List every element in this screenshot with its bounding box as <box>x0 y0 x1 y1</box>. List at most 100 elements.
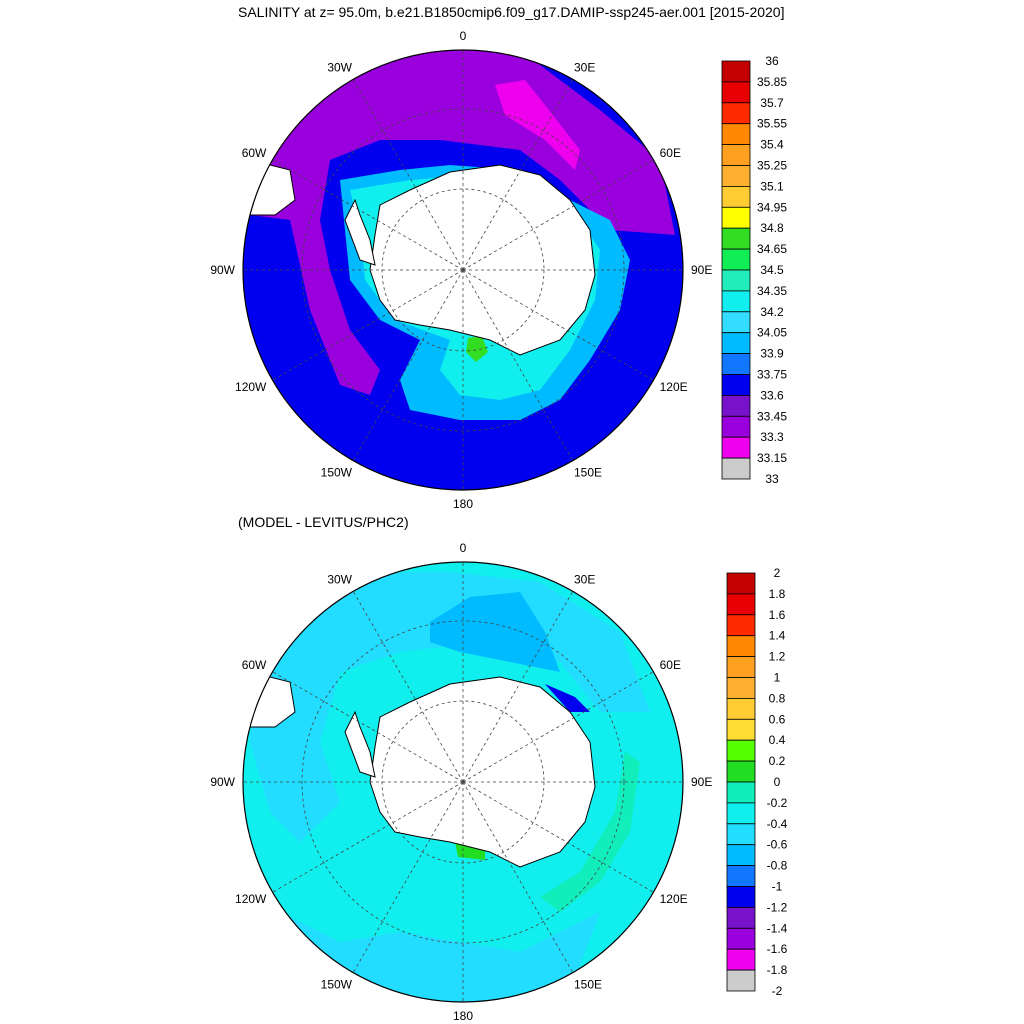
salinity-map: 0 30E 60E 90E 120E 150E 180 150W 120W 90W 60W 30W 3… <box>210 29 787 510</box>
region-34.8 <box>466 336 488 362</box>
colorbar-level-label: 33.9 <box>760 347 784 361</box>
colorbar-swatch <box>721 457 751 480</box>
region-33.6 <box>250 50 675 395</box>
colorbar-level-label: -1.4 <box>767 921 788 935</box>
colorbar-swatch <box>721 436 751 459</box>
colorbar-swatch <box>726 886 756 908</box>
colorbar-level-label: 34.2 <box>760 305 784 319</box>
longitude-label: 120W <box>235 380 267 394</box>
colorbar-level-label: 33.75 <box>757 368 787 382</box>
colorbar-swatch <box>721 165 751 187</box>
colorbar-level-label: 34.8 <box>760 221 784 235</box>
colorbar-level-label: 33.3 <box>760 430 784 444</box>
longitude-label: 180 <box>453 1009 473 1022</box>
colorbar-swatch <box>726 927 756 950</box>
colorbar-swatch <box>721 374 751 396</box>
colorbar-level-label: 35.25 <box>757 159 787 173</box>
colorbar-swatch <box>721 415 751 438</box>
peninsula-landmass <box>344 198 376 266</box>
colorbar-swatch <box>726 760 756 783</box>
colorbar-swatch <box>721 81 751 104</box>
longitude-label: 60W <box>242 146 267 160</box>
longitude-label: 30E <box>574 572 595 586</box>
colorbar-swatch <box>726 656 756 678</box>
longitude-label: 150E <box>574 466 602 480</box>
colorbar-swatch <box>721 60 751 83</box>
longitude-label: 30W <box>327 572 352 586</box>
colorbar-level-label: 1.4 <box>769 629 786 643</box>
colorbar-level-label: -0.8 <box>767 859 788 873</box>
longitude-label: 30W <box>327 60 352 74</box>
colorbar-level-label: 2 <box>774 566 781 580</box>
colorbar-level-label: 35.4 <box>760 138 784 152</box>
colorbar-level-label: 34.65 <box>757 242 787 256</box>
colorbar-swatch <box>721 102 751 125</box>
longitude-label: 0 <box>460 541 467 555</box>
longitude-label: 60E <box>660 146 681 160</box>
salinity-colorbar: 36 35.85 35.7 35.55 35.4 35.25 35.1 34.95 34.8 34… <box>721 54 787 486</box>
longitude-label: 90W <box>210 263 235 277</box>
colorbar-swatch <box>721 311 751 334</box>
colorbar-level-label: 35.1 <box>760 179 784 193</box>
colorbar-swatch <box>726 677 756 699</box>
longitude-label: 90W <box>210 775 235 789</box>
colorbar-level-label: 35.55 <box>757 117 787 131</box>
colorbar-swatch <box>726 635 756 657</box>
colorbar-level-label: 34.95 <box>757 200 787 214</box>
colorbar-swatch <box>721 227 751 250</box>
figure-title: SALINITY at z= 95.0m, b.e21.B1850cmip6.f… <box>238 4 785 20</box>
colorbar-level-label: 33.6 <box>760 388 784 402</box>
colorbar-swatch <box>726 906 756 929</box>
region-minus-1.0 <box>545 684 590 712</box>
colorbar-swatch <box>726 969 756 992</box>
colorbar-swatch <box>721 269 751 292</box>
colorbar-level-label: 34.35 <box>757 284 787 298</box>
colorbar-swatch <box>721 206 751 229</box>
colorbar-swatch <box>721 185 751 208</box>
colorbar-swatch <box>721 353 751 375</box>
salinity-map-panel: 0 30E 60E 90E 120E 150E 180 150W 120W 90W 60W 30W 3… <box>0 0 1024 510</box>
colorbar-level-label: 35.7 <box>760 96 784 110</box>
colorbar-level-label: -0.2 <box>767 796 788 810</box>
colorbar-level-label: -1.6 <box>767 942 788 956</box>
longitude-label: 60W <box>242 658 267 672</box>
colorbar-level-label: 33 <box>765 472 779 486</box>
region-minus-0.6 <box>430 592 560 672</box>
graticule <box>243 562 683 1002</box>
region-0 <box>540 752 640 912</box>
colorbar-swatch <box>726 781 756 804</box>
longitude-label: 60E <box>660 658 681 672</box>
colorbar-swatch <box>726 697 756 720</box>
colorbar-swatch <box>726 718 756 741</box>
colorbar-level-label: 1.6 <box>769 608 786 622</box>
colorbar-level-label: 1.8 <box>769 587 786 601</box>
colorbar-swatch <box>726 614 756 637</box>
colorbar-level-label: 33.45 <box>757 409 787 423</box>
antarctica-landmass <box>369 676 596 868</box>
colorbar-swatch <box>721 290 751 313</box>
region-33.45 <box>495 80 580 170</box>
colorbar-level-label: 34.05 <box>757 326 787 340</box>
longitude-label: 120E <box>660 380 688 394</box>
colorbar-level-label: -2 <box>772 984 783 998</box>
colorbar-level-label: 1.2 <box>769 650 786 664</box>
colorbar-swatch <box>726 823 756 846</box>
colorbar-level-label: -1.2 <box>767 900 788 914</box>
colorbar-level-label: 0.2 <box>769 754 786 768</box>
region-minus-0.4 <box>250 572 650 842</box>
graticule <box>243 50 683 490</box>
colorbar-level-label: 0.4 <box>769 733 786 747</box>
colorbar-swatch <box>726 739 756 762</box>
difference-map-panel: 0 30E 60E 90E 120E 150E 180 150W 120W 90W 60W 30W 2… <box>0 512 1024 1022</box>
colorbar-swatch <box>721 332 751 355</box>
difference-title: (MODEL - LEVITUS/PHC2) <box>238 514 409 530</box>
colorbar-level-label: -0.4 <box>767 817 788 831</box>
colorbar-level-label: 33.15 <box>757 451 787 465</box>
colorbar-level-label: 0 <box>774 775 781 789</box>
colorbar-level-label: 35.85 <box>757 75 787 89</box>
longitude-label: 0 <box>460 29 467 43</box>
colorbar-swatch <box>726 948 756 971</box>
longitude-labels: 0 30E 60E 90E 120E 150E 180 150W 120W 90W 60W 30W <box>210 29 712 510</box>
colorbar-swatch <box>726 593 756 616</box>
difference-colorbar: 2 1.8 1.6 1.4 1.2 1 0.8 0.6 0.4 0.2 0 -0.2 -0.4 -0.6 -… <box>726 566 788 998</box>
